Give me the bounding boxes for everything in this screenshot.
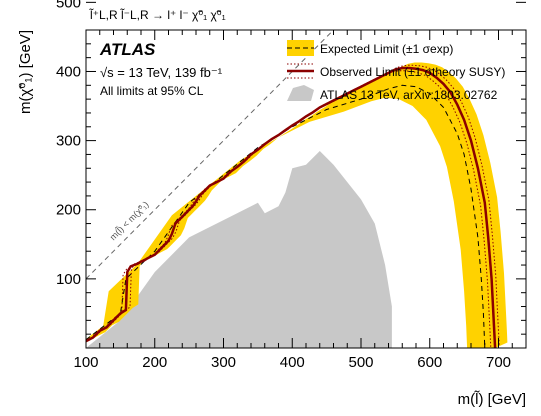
x-tick-label: 100 (73, 354, 98, 371)
observed-limit-line (86, 66, 497, 348)
atlas-label: ATLAS (99, 40, 156, 59)
process-label: l̃⁺L,R l̃⁻L,R → l⁺ l⁻ χ̃⁰₁ χ̃⁰₁ (88, 7, 225, 22)
y-tick-label: 100 (56, 271, 81, 288)
cl-label: All limits at 95% CL (100, 84, 204, 98)
y-axis: 100 200 300 400 500 (56, 0, 526, 335)
y-tick-label: 200 (56, 202, 81, 219)
energy-lumi-label: √s = 13 TeV, 139 fb⁻¹ (100, 65, 223, 80)
x-tick-label: 400 (280, 354, 305, 371)
previous-limit-region (86, 151, 392, 348)
x-tick-label: 500 (348, 354, 373, 371)
legend-observed-label: Observed Limit (±1 σtheory SUSY) (320, 65, 505, 79)
y-tick-label: 500 (56, 0, 81, 11)
x-axis: 100 200 300 400 500 600 700 (73, 30, 513, 371)
y-tick-label: 300 (56, 133, 81, 150)
legend: Expected Limit (±1 σexp) Observed Limit … (287, 40, 505, 102)
x-tick-label: 200 (142, 354, 167, 371)
legend-previous-label: ATLAS 13 TeV, arXiv:1803.02762 (320, 88, 498, 102)
y-tick-label: 400 (56, 63, 81, 80)
expected-limit-line (86, 84, 486, 348)
x-tick-label: 600 (417, 354, 442, 371)
legend-previous-swatch (287, 85, 314, 101)
legend-expected-swatch (287, 40, 314, 56)
legend-expected-label: Expected Limit (±1 σexp) (320, 42, 453, 56)
y-axis-label: m(χ̃⁰₁) [GeV] (17, 30, 34, 114)
x-tick-label: 300 (211, 354, 236, 371)
x-axis-label: m(l̃) [GeV] (458, 390, 526, 408)
x-tick-label: 700 (486, 354, 511, 371)
